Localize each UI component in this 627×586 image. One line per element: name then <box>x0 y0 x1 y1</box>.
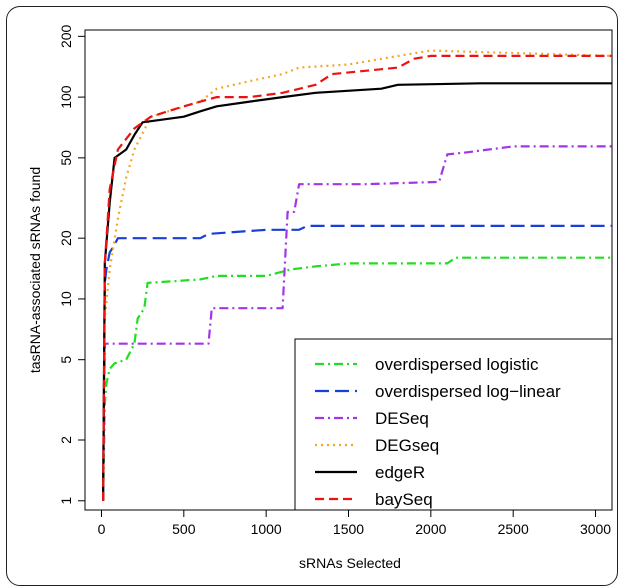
series-line-overdispersed-logistic <box>102 256 612 501</box>
x-tick-label: 1000 <box>251 521 282 537</box>
legend-box <box>294 338 613 511</box>
x-tick-label: 2000 <box>415 521 446 537</box>
y-tick-label: 200 <box>58 24 74 48</box>
y-tick-label: 1 <box>58 497 74 505</box>
y-axis: 1 2 5 10 20 50 100 200 <box>58 24 85 505</box>
y-tick-label: 20 <box>58 230 74 246</box>
series-line-degseq <box>102 49 613 501</box>
legend-label: edgeR <box>375 463 425 482</box>
y-tick-label: 2 <box>58 436 74 444</box>
series-line-deseq <box>102 145 612 501</box>
y-tick-label: 10 <box>58 291 74 307</box>
legend-label: DEGseq <box>375 436 439 455</box>
series-line-bayseq <box>102 54 612 501</box>
y-tick-label: 5 <box>58 356 74 364</box>
legend: overdispersed logistic overdispersed log−… <box>294 338 613 511</box>
legend-label: overdispersed logistic <box>375 355 539 374</box>
x-tick-label: 500 <box>172 521 196 537</box>
y-tick-label: 50 <box>58 150 74 166</box>
legend-label: baySeq <box>375 490 433 509</box>
x-axis: 0 500 1000 1500 2000 2500 3000 <box>98 510 611 537</box>
x-tick-label: 1500 <box>333 521 364 537</box>
chart: 0 500 1000 1500 2000 2500 3000 1 2 5 10 20 50 100 200… <box>27 24 613 571</box>
y-axis-label: tasRNA-associated sRNAs found <box>27 167 43 373</box>
x-tick-label: 0 <box>98 521 106 537</box>
legend-label: overdispersed log−linear <box>375 382 561 401</box>
x-axis-label: sRNAs Selected <box>299 555 401 571</box>
series-line-overdispersed-log-linear <box>102 224 612 501</box>
legend-label: DESeq <box>375 409 429 428</box>
x-tick-label: 2500 <box>498 521 529 537</box>
x-tick-label: 3000 <box>580 521 611 537</box>
series-layer <box>102 49 613 501</box>
y-tick-label: 100 <box>58 85 74 109</box>
